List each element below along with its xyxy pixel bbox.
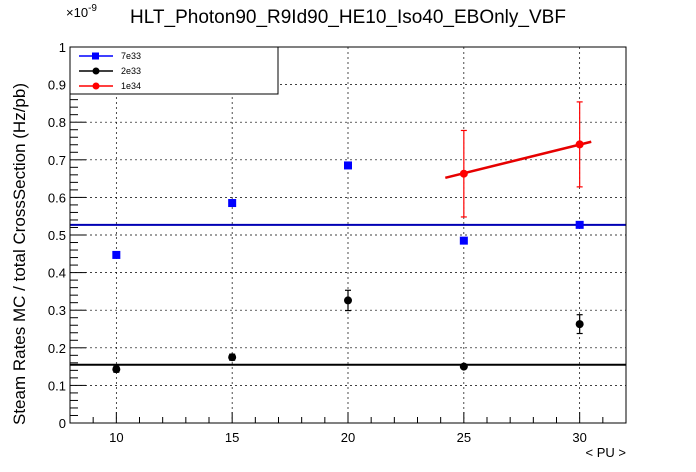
point-2e33 (228, 353, 237, 362)
y-axis-label: Steam Rates MC / total CrossSection (Hz/… (10, 83, 29, 425)
point-2e33 (459, 362, 468, 371)
x-tick-label: 15 (225, 430, 239, 445)
point-1e34 (459, 169, 468, 178)
legend-marker-1e34 (92, 82, 100, 90)
y-tick-label: 0.1 (48, 378, 66, 393)
y-exponent: ×10-9 (66, 3, 97, 20)
point-7e33 (575, 220, 584, 229)
legend-marker-7e33 (92, 52, 99, 60)
y-tick-label: 0.3 (48, 303, 66, 318)
y-tick-label: 0.2 (48, 341, 66, 356)
point-7e33 (344, 161, 352, 170)
x-tick-label: 10 (109, 430, 123, 445)
y-tick-label: 0.8 (48, 115, 66, 130)
legend-label-2e33: 2e33 (121, 66, 141, 76)
x-tick-label: 20 (341, 430, 355, 445)
point-2e33 (575, 320, 584, 329)
x-tick-label: 25 (457, 430, 471, 445)
y-tick-label: 0.6 (48, 190, 66, 205)
data-points (112, 101, 584, 374)
legend-label-1e34: 1e34 (121, 81, 141, 91)
point-7e33 (112, 250, 121, 259)
y-tick-label: 0 (59, 416, 66, 431)
point-7e33 (459, 236, 468, 245)
point-2e33 (112, 365, 121, 374)
legend-marker-2e33 (92, 67, 100, 75)
point-1e34 (575, 140, 584, 149)
legend: 7e33 2e33 1e34 (69, 46, 279, 95)
y-tick-label: 0.4 (48, 266, 66, 281)
y-tick-label: 0.7 (48, 153, 66, 168)
fit-lines (70, 140, 626, 366)
chart-title: HLT_Photon90_R9Id90_HE10_Iso40_EBOnly_VB… (130, 7, 566, 28)
legend-label-7e33: 7e33 (121, 51, 141, 61)
y-tick-label: 1 (59, 40, 66, 55)
x-axis-label: < PU > (586, 445, 626, 460)
x-axis: 10 15 20 25 30 (69, 412, 627, 445)
y-tick-label: 0.9 (48, 78, 66, 93)
x-tick-label: 30 (572, 430, 586, 445)
point-2e33 (344, 296, 352, 305)
y-tick-label: 0.5 (48, 228, 66, 243)
grid (70, 47, 626, 423)
y-axis: 0 0.1 0.2 0.3 0.4 0.5 0.6 0.7 0.8 0.9 1 (48, 40, 86, 431)
fit-line-1e34 (444, 140, 592, 180)
point-7e33 (228, 199, 237, 208)
